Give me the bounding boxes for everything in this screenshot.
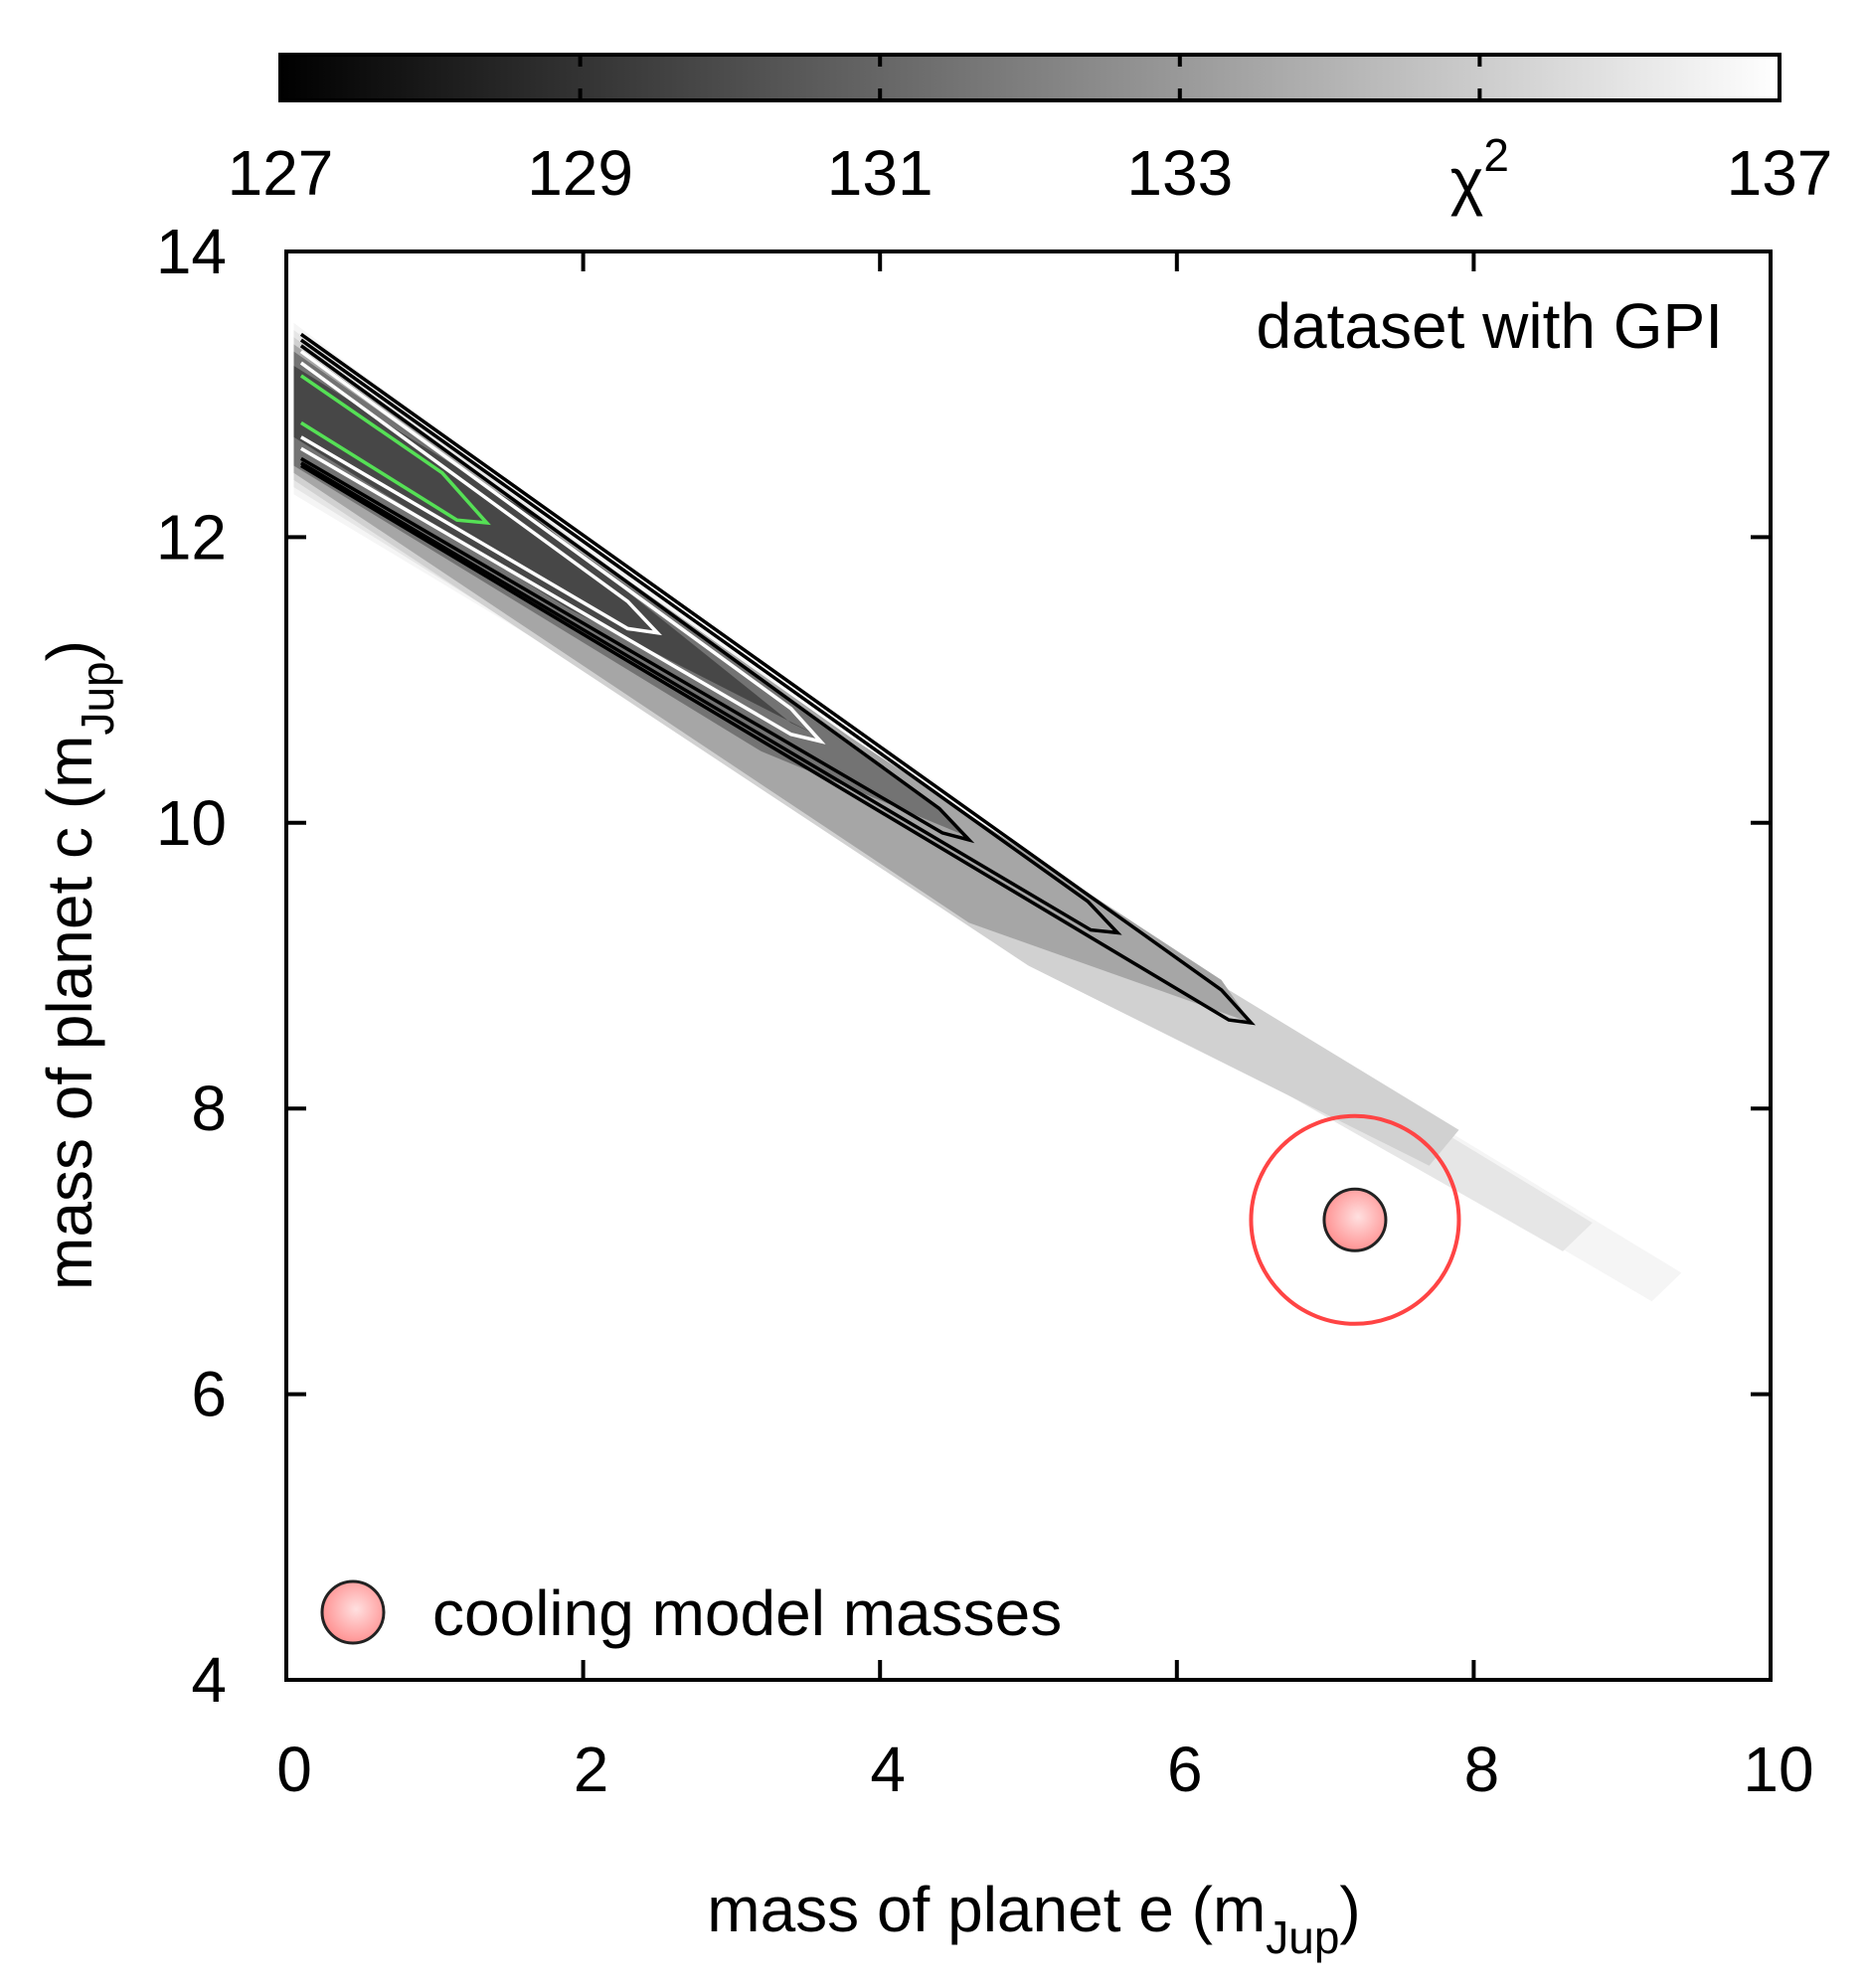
- y-tick-label-0: 4: [191, 1644, 227, 1716]
- x-axis-label: mass of planet e (mJup): [707, 1874, 1360, 1963]
- colorbar-label: χ2: [1450, 129, 1509, 217]
- colorbar-tick-label-5: 137: [1727, 137, 1833, 209]
- y-tick-label-5: 14: [156, 216, 227, 287]
- y-tick-label-4: 12: [156, 501, 227, 573]
- plot-area: [284, 249, 1773, 1682]
- chi2-fill-layer-1: [293, 330, 1593, 1251]
- x-tick-label-1: 2: [574, 1734, 609, 1805]
- y-tick-label-2: 8: [191, 1073, 227, 1144]
- x-tick-label-0: 0: [276, 1734, 312, 1805]
- marker-error-circle: [1249, 1113, 1461, 1326]
- colorbar-tick-label-3: 133: [1126, 137, 1233, 209]
- chi2-contour-3: [299, 350, 826, 745]
- marker-point: [1322, 1187, 1388, 1252]
- cooling-model-marker: [1249, 1113, 1461, 1326]
- y-axis-label: mass of planet c (mJup): [34, 640, 123, 1290]
- legend-label: cooling model masses: [432, 1577, 1062, 1649]
- x-tick-label-3: 6: [1167, 1734, 1203, 1805]
- legend-marker: [320, 1579, 386, 1645]
- colorbar-tick-label-0: 127: [228, 137, 334, 209]
- chi2-contour-0: [299, 332, 1256, 1026]
- x-tick-label-2: 4: [870, 1734, 906, 1805]
- y-tick-labels: 4 6 8 10 12 14: [156, 216, 227, 1716]
- x-tick-labels: 0 2 4 6 8 10: [276, 1734, 1813, 1805]
- x-ticks: [284, 251, 1773, 1680]
- colorbar-gradient: [278, 53, 1782, 102]
- y-ticks: [286, 249, 1771, 1682]
- dataset-annotation: dataset with GPI: [1256, 290, 1723, 362]
- y-tick-label-1: 6: [191, 1359, 227, 1430]
- plot-frame: [284, 249, 1773, 1682]
- chi2-contour-4: [299, 361, 663, 636]
- colorbar: 127 129 131 133 137 χ2: [228, 53, 1833, 217]
- chi2-contour-5: [299, 374, 491, 526]
- y-tick-label-3: 10: [156, 787, 227, 859]
- colorbar-ticks: [578, 55, 1482, 100]
- colorbar-tick-label-2: 131: [827, 137, 934, 209]
- legend: cooling model masses: [320, 1577, 1062, 1649]
- colorbar-tick-labels: 127 129 131 133 137: [228, 137, 1833, 209]
- chi2-contour-1: [299, 338, 1122, 935]
- x-tick-label-4: 8: [1464, 1734, 1500, 1805]
- chi2-contours: [299, 332, 1256, 1026]
- x-tick-label-5: 10: [1743, 1734, 1813, 1805]
- colorbar-tick-label-1: 129: [527, 137, 633, 209]
- chi2-contour-2: [299, 344, 975, 844]
